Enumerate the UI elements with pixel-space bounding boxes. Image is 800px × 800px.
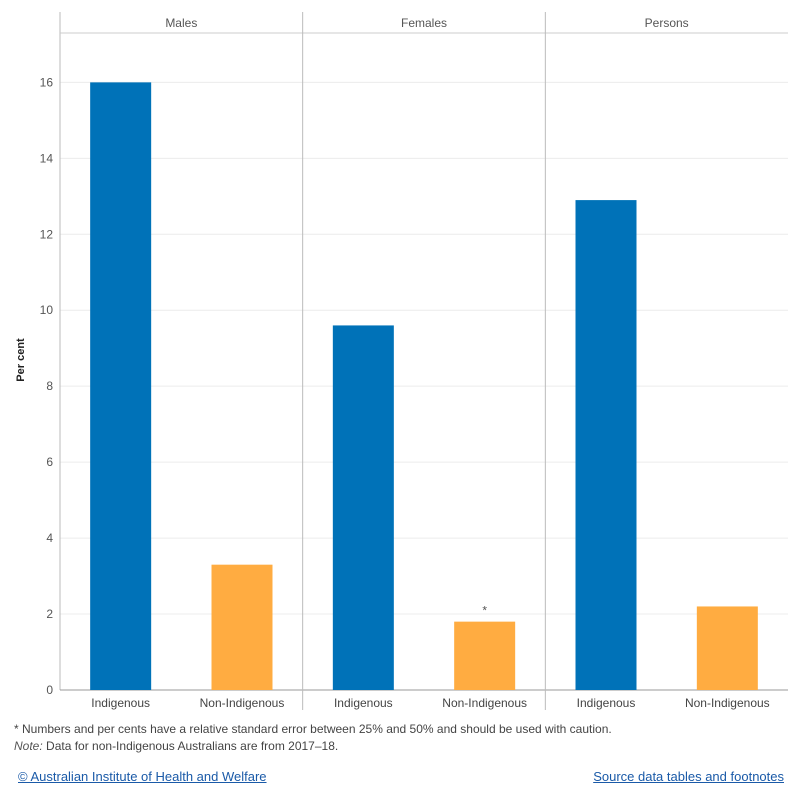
rse-marker: * bbox=[482, 604, 487, 618]
panels: Males Indigenous Non-Indigenous Females Indi… bbox=[90, 12, 770, 710]
footnote-note: Note: Data for non-Indigenous Australian… bbox=[14, 739, 338, 753]
note-text: Data for non-Indigenous Australians are … bbox=[42, 739, 339, 753]
bar-non-indigenous[interactable] bbox=[454, 621, 516, 690]
bar-indigenous[interactable] bbox=[90, 82, 152, 691]
y-axis-label: Per cent bbox=[15, 338, 27, 382]
y-tick-label: 8 bbox=[46, 379, 53, 393]
category-label: Non-Indigenous bbox=[442, 696, 527, 710]
bar-chart: 0 2 4 6 8 10 12 14 16 Males Indigenous Non-Indigen… bbox=[15, 12, 788, 710]
bar-non-indigenous[interactable] bbox=[211, 564, 273, 690]
footnote-rse: * Numbers and per cents have a relative … bbox=[14, 722, 612, 736]
copyright-link[interactable]: © Australian Institute of Health and Wel… bbox=[18, 769, 267, 784]
category-label: Non-Indigenous bbox=[200, 696, 285, 710]
category-label: Indigenous bbox=[91, 696, 150, 710]
y-tick-label: 12 bbox=[40, 227, 54, 241]
bar-non-indigenous[interactable] bbox=[696, 606, 758, 690]
note-label: Note: bbox=[14, 739, 43, 753]
bar-indigenous[interactable] bbox=[332, 325, 394, 690]
panel-males: Males Indigenous Non-Indigenous bbox=[90, 16, 284, 710]
panel-persons: Persons Indigenous Non-Indigenous bbox=[544, 12, 770, 710]
y-tick-label: 14 bbox=[40, 151, 54, 165]
y-tick-label: 0 bbox=[46, 683, 53, 697]
panel-header: Females bbox=[401, 16, 447, 30]
y-tick-label: 16 bbox=[40, 75, 54, 89]
y-tick-label: 2 bbox=[46, 607, 53, 621]
source-data-link[interactable]: Source data tables and footnotes bbox=[593, 769, 784, 784]
category-label: Indigenous bbox=[577, 696, 636, 710]
bar-indigenous[interactable] bbox=[575, 200, 637, 690]
y-tick-label: 6 bbox=[46, 455, 53, 469]
y-tick-label: 10 bbox=[40, 303, 54, 317]
category-label: Non-Indigenous bbox=[685, 696, 770, 710]
gridlines bbox=[60, 81, 788, 615]
y-tick-label: 4 bbox=[46, 531, 53, 545]
panel-header: Persons bbox=[645, 16, 689, 30]
category-label: Indigenous bbox=[334, 696, 393, 710]
y-axis: 0 2 4 6 8 10 12 14 16 bbox=[40, 75, 54, 697]
chart-frame bbox=[59, 12, 788, 691]
panel-females: Females Indigenous * Non-Indigenous bbox=[302, 12, 527, 710]
panel-header: Males bbox=[165, 16, 197, 30]
